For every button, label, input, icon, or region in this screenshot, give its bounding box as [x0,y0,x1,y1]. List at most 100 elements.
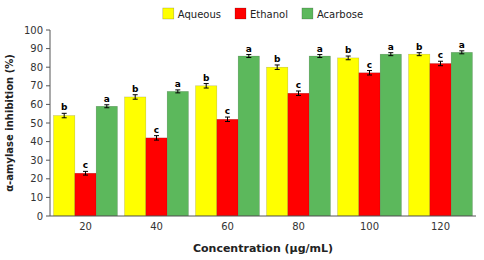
annotation: a [388,42,394,52]
legend-swatch [163,8,174,19]
bar [430,63,451,216]
annotation: a [175,79,181,89]
error-cap [417,55,422,56]
error-bar [317,55,322,58]
error-stem [440,61,441,65]
error-cap [459,50,464,51]
error-cap [296,91,301,92]
x-tick-label: 60 [221,221,234,232]
bar [238,56,259,216]
y-tick-label: 80 [30,62,43,73]
error-cap [388,55,393,56]
y-tick-label: 0 [37,211,43,222]
legend-label: Acarbose [317,9,363,20]
y-axis: 0102030405060708090100 [24,25,50,222]
error-cap [296,95,301,96]
annotation: c [225,106,230,116]
bar [196,86,217,216]
bar [96,106,117,216]
bar [451,52,472,216]
annotations: bbbbbbccccccaaaaaa [61,40,465,171]
error-cap [133,94,138,95]
y-tick-label: 60 [30,99,43,110]
error-cap [154,135,159,136]
error-cap [317,57,322,58]
error-cap [417,52,422,53]
error-cap [367,70,372,71]
legend-item: Aqueous [163,8,221,20]
error-stem [277,65,278,69]
y-tick [46,67,50,68]
y-tick [46,141,50,142]
x-tick-label: 40 [150,221,163,232]
y-tick [46,85,50,86]
error-cap [346,56,351,57]
annotation: a [104,94,110,104]
error-bar [367,71,372,75]
error-bar [296,91,301,95]
x-axis-line [50,216,476,217]
error-stem [156,136,157,140]
error-stem [369,71,370,75]
x-axis-label: Concentration (μg/mL) [193,242,333,255]
y-tick-label: 20 [30,173,43,184]
x-tick-label: 120 [431,221,450,232]
error-bar [83,171,88,175]
error-stem [298,91,299,95]
legend-item: Ethanol [235,8,288,20]
error-bar [346,56,351,60]
error-cap [246,54,251,55]
y-tick-label: 90 [30,43,43,54]
y-tick [46,104,50,105]
bar [54,116,75,216]
legend-item: Acarbose [302,8,363,20]
error-bar [133,95,138,99]
y-tick [46,178,50,179]
y-tick-label: 100 [24,25,43,36]
error-cap [438,65,443,66]
error-stem [227,117,228,121]
error-cap [346,59,351,60]
legend-swatch [235,8,246,19]
error-stem [348,56,349,60]
annotation: c [438,50,443,60]
bar [217,119,238,216]
bar [267,67,288,216]
y-tick-label: 10 [30,192,43,203]
error-cap [459,53,464,54]
annotation: b [132,84,139,94]
y-tick [46,123,50,124]
bar [167,91,188,216]
error-cap [275,69,280,70]
bar [75,173,96,216]
error-bar [388,53,393,56]
error-cap [367,75,372,76]
annotation: b [61,102,68,112]
annotation: c [154,125,159,135]
y-tick [46,160,50,161]
bar [146,138,167,216]
legend-label: Aqueous [178,9,221,20]
annotation: b [274,54,281,64]
y-tick-label: 40 [30,136,43,147]
error-bar [438,61,443,65]
error-cap [246,57,251,58]
error-cap [104,104,109,105]
error-cap [62,113,67,114]
error-cap [175,89,180,90]
error-cap [83,175,88,176]
error-cap [104,107,109,108]
error-cap [175,92,180,93]
y-tick-label: 30 [30,155,43,166]
error-cap [133,99,138,100]
y-axis-label: α-amylase inhibition (%) [4,54,15,192]
x-axis: 20406080100120 [50,216,476,232]
error-bar [459,51,464,54]
error-cap [154,140,159,141]
error-stem [64,113,65,117]
bar [125,97,146,216]
error-bar [275,65,280,69]
annotation: b [203,73,210,83]
y-tick [46,216,50,217]
error-bar [417,53,422,56]
